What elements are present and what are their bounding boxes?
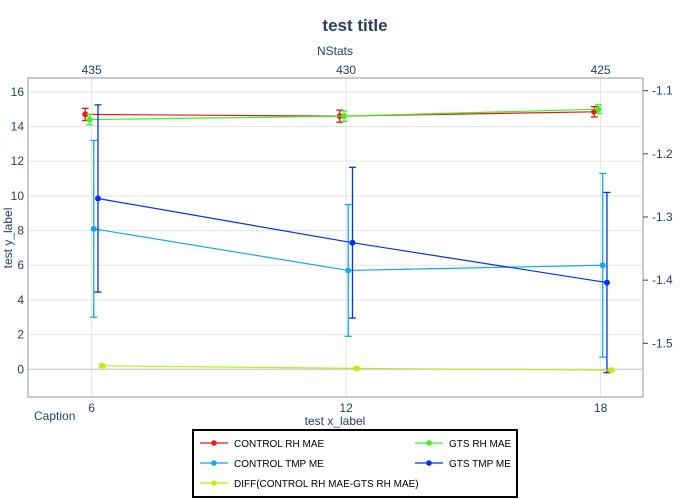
y-left-tick-label: 2	[17, 328, 24, 342]
series-0	[81, 105, 598, 123]
x-tick-label: 18	[594, 401, 608, 415]
legend: CONTROL RH MAE GTS RH MAE CONTROL TMP ME GT…	[192, 429, 518, 498]
series-4	[98, 362, 615, 374]
legend-label: CONTROL RH MAE	[234, 439, 325, 450]
data-point	[603, 279, 610, 286]
y-left-tick-label: 6	[17, 258, 24, 272]
series-3	[94, 104, 611, 374]
data-point	[345, 267, 352, 274]
plot-frame	[27, 77, 644, 398]
y-right-tick-label: -1.4	[652, 273, 673, 287]
legend-swatch-marker	[211, 460, 217, 466]
series-1	[86, 104, 602, 126]
y-left-tick-label: 4	[17, 293, 24, 307]
data-point	[340, 113, 347, 120]
grid-layer	[28, 78, 643, 397]
x-axis-title: test x_label	[305, 414, 366, 428]
data-point	[86, 116, 93, 123]
legend-label: DIFF(CONTROL RH MAE-GTS RH MAE)	[234, 479, 419, 490]
y-left-tick-label: 14	[11, 120, 25, 134]
y-left-tick-label: 16	[11, 85, 25, 99]
data-point	[99, 362, 106, 369]
legend-items: CONTROL RH MAE GTS RH MAE CONTROL TMP ME GT…	[200, 439, 512, 490]
legend-swatch-marker	[426, 460, 432, 466]
top-x-axis-title: NStats	[317, 44, 353, 58]
legend-swatch-marker	[211, 480, 217, 486]
x-tick-label: 6	[88, 401, 95, 415]
legend-label: GTS TMP ME	[449, 459, 511, 470]
y-left-tick-label: 12	[11, 154, 25, 168]
data-point	[599, 262, 606, 269]
legend-box	[192, 429, 518, 498]
y-right-tick-label: -1.1	[652, 84, 673, 98]
legend-label: GTS RH MAE	[449, 439, 512, 450]
data-point	[90, 225, 97, 232]
y-left-tick-label: 10	[11, 189, 25, 203]
y-right-tick-label: -1.5	[652, 336, 673, 350]
data-point	[595, 106, 602, 113]
y-right-tick-label: -1.2	[652, 147, 673, 161]
legend-item: GTS TMP ME	[415, 459, 511, 470]
chart-title: test title	[322, 16, 387, 35]
series-2	[90, 139, 607, 358]
y-left-tick-label: 8	[17, 224, 24, 238]
caption: Caption	[34, 409, 75, 423]
data-point	[608, 367, 615, 374]
y-axis-title: test y_label	[1, 208, 15, 269]
data-point	[82, 111, 89, 118]
top-x-tick-label: 430	[336, 63, 356, 77]
data-point	[353, 365, 360, 372]
legend-item: DIFF(CONTROL RH MAE-GTS RH MAE)	[200, 479, 419, 490]
series-layer	[81, 104, 615, 374]
legend-item: CONTROL TMP ME	[200, 459, 324, 470]
legend-item: GTS RH MAE	[415, 439, 512, 450]
top-x-tick-label: 435	[82, 63, 102, 77]
legend-swatch-marker	[426, 440, 432, 446]
data-point	[94, 195, 101, 202]
data-point	[349, 239, 356, 246]
x-tick-label: 12	[339, 401, 353, 415]
y-left-tick-label: 0	[17, 362, 24, 376]
legend-swatch-marker	[211, 440, 217, 446]
legend-label: CONTROL TMP ME	[234, 459, 324, 470]
y-right-tick-label: -1.3	[652, 210, 673, 224]
axis-layer: 0 2 4 6 8 10 12 14 16 -1.1 -1.2 -1.3 -1.4 -1.5 6 12 18 43…	[11, 63, 673, 415]
top-x-tick-label: 425	[591, 63, 611, 77]
legend-item: CONTROL RH MAE	[200, 439, 325, 450]
